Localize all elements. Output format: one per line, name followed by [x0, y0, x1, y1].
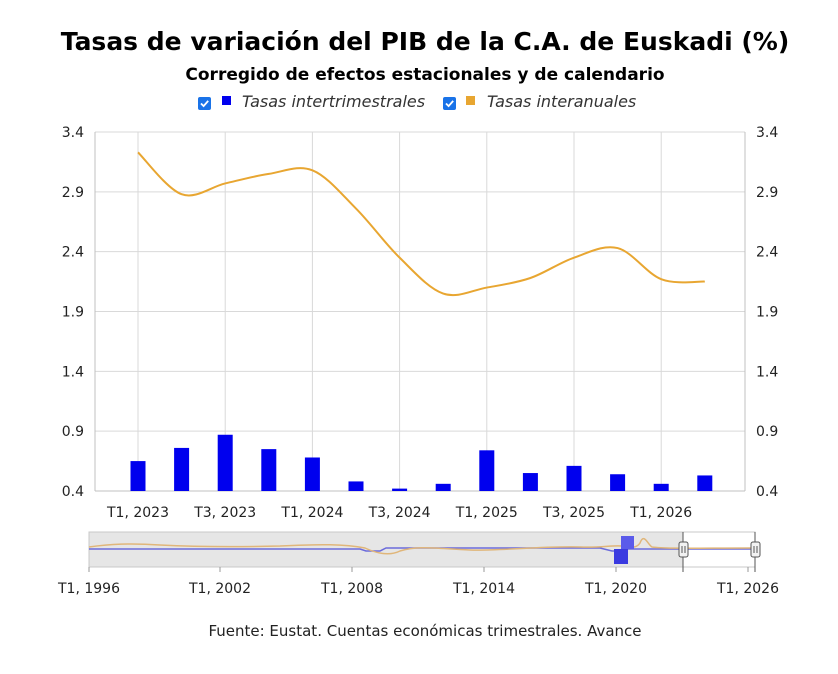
y-tick-label-right: 1.4 [756, 364, 778, 380]
legend-item-intertrimestrales[interactable]: Tasas intertrimestrales [198, 92, 425, 111]
y-tick-label-right: 0.4 [756, 484, 778, 500]
bar-intertrimestral[interactable] [697, 475, 713, 491]
point-interanual[interactable] [180, 192, 184, 196]
x-tick-labels: T1, 2023 T3, 2023 T1, 2024 T3, 2024 T1, 2025… [106, 505, 692, 521]
legend: Tasas intertrimestrales Tasas interanual… [198, 92, 636, 111]
y-tick-label-left: 1.4 [62, 364, 84, 380]
x-tick-label: T3, 2024 [368, 505, 431, 521]
y-tick-label-right: 1.9 [756, 305, 778, 321]
point-interanual[interactable] [223, 181, 227, 185]
point-interanual[interactable] [528, 276, 532, 280]
bar-intertrimestral[interactable] [435, 483, 451, 491]
navigator-tick-label: T1, 2008 [320, 581, 383, 597]
point-interanual[interactable] [485, 286, 489, 290]
y-tick-labels-left: 0.4 0.9 1.4 1.9 2.4 2.9 3.4 [62, 125, 84, 500]
checkmark-icon [445, 100, 454, 108]
legend-label-interanuales: Tasas interanuales [487, 92, 636, 111]
y-tick-label-right: 3.4 [756, 125, 778, 141]
bar-intertrimestral[interactable] [174, 447, 190, 491]
y-tick-label-right: 0.9 [756, 424, 778, 440]
point-interanual[interactable] [659, 277, 663, 281]
bar-intertrimestral[interactable] [217, 434, 233, 491]
navigator[interactable]: T1, 1996 T1, 2002 T1, 2008 T1, 2014 T1, 2020… [57, 531, 779, 597]
navigator-handle-left[interactable] [678, 541, 689, 558]
navigator-tick-label: T1, 2020 [584, 581, 647, 597]
navigator-bar-negative [614, 549, 628, 564]
source-note: Fuente: Eustat. Cuentas económicas trime… [208, 622, 641, 640]
legend-label-intertrimestrales: Tasas intertrimestrales [242, 92, 425, 111]
point-interanual[interactable] [441, 292, 445, 296]
y-tick-label-left: 2.9 [62, 185, 84, 201]
point-interanual[interactable] [354, 207, 358, 211]
series-interanuales [136, 150, 707, 297]
legend-swatch-interanuales [466, 96, 475, 105]
bar-intertrimestral[interactable] [304, 457, 320, 491]
bar-intertrimestral[interactable] [348, 481, 364, 491]
bar-intertrimestral[interactable] [392, 488, 408, 491]
point-interanual[interactable] [136, 150, 140, 154]
point-interanual[interactable] [267, 172, 271, 176]
navigator-tick-label: T1, 1996 [57, 581, 120, 597]
bar-intertrimestral[interactable] [653, 483, 669, 491]
point-interanual[interactable] [310, 168, 314, 172]
bar-intertrimestral[interactable] [479, 450, 495, 491]
legend-checkbox-intertrimestrales[interactable] [198, 97, 211, 110]
navigator-handle-right[interactable] [750, 541, 761, 558]
navigator-tick-label: T1, 2014 [452, 581, 515, 597]
navigator-bar-positive [621, 536, 634, 549]
legend-item-interanuales[interactable]: Tasas interanuales [443, 92, 636, 111]
chart-title: Tasas de variación del PIB de la C.A. de… [61, 27, 790, 56]
x-tick-label: T1, 2024 [280, 505, 343, 521]
point-interanual[interactable] [398, 256, 402, 260]
x-tick-label: T3, 2025 [542, 505, 605, 521]
y-tick-label-right: 2.9 [756, 185, 778, 201]
bar-intertrimestral[interactable] [610, 474, 626, 491]
series-intertrimestrales [130, 434, 713, 491]
point-interanual[interactable] [616, 246, 620, 250]
axes [94, 132, 746, 492]
line-interanual[interactable] [137, 151, 705, 297]
navigator-tick-labels: T1, 1996 T1, 2002 T1, 2008 T1, 2014 T1, 2020… [57, 567, 779, 597]
bar-intertrimestral[interactable] [261, 449, 277, 491]
y-tick-label-right: 2.4 [756, 245, 778, 261]
navigator-line-interanuales [88, 537, 756, 555]
y-tick-label-left: 3.4 [62, 125, 84, 141]
navigator-tick-label: T1, 2026 [716, 581, 779, 597]
y-tick-label-left: 2.4 [62, 245, 84, 261]
y-tick-label-left: 1.9 [62, 305, 84, 321]
point-interanual[interactable] [703, 280, 707, 284]
x-tick-label: T3, 2023 [193, 505, 256, 521]
bar-intertrimestral[interactable] [566, 465, 582, 491]
checkmark-icon [200, 100, 209, 108]
y-tick-label-left: 0.9 [62, 424, 84, 440]
x-tick-label: T1, 2023 [106, 505, 169, 521]
grid [95, 131, 745, 492]
bar-intertrimestral[interactable] [130, 461, 146, 491]
bar-intertrimestral[interactable] [522, 473, 538, 491]
chart-subtitle: Corregido de efectos estacionales y de c… [185, 65, 664, 85]
y-tick-label-left: 0.4 [62, 484, 84, 500]
legend-checkbox-interanuales[interactable] [443, 97, 456, 110]
point-interanual[interactable] [572, 256, 576, 260]
legend-swatch-intertrimestrales [222, 96, 231, 105]
navigator-tick-label: T1, 2002 [188, 581, 251, 597]
y-tick-labels-right: 0.4 0.9 1.4 1.9 2.4 2.9 3.4 [756, 125, 778, 500]
x-tick-label: T1, 2026 [629, 505, 692, 521]
x-tick-label: T1, 2025 [455, 505, 518, 521]
